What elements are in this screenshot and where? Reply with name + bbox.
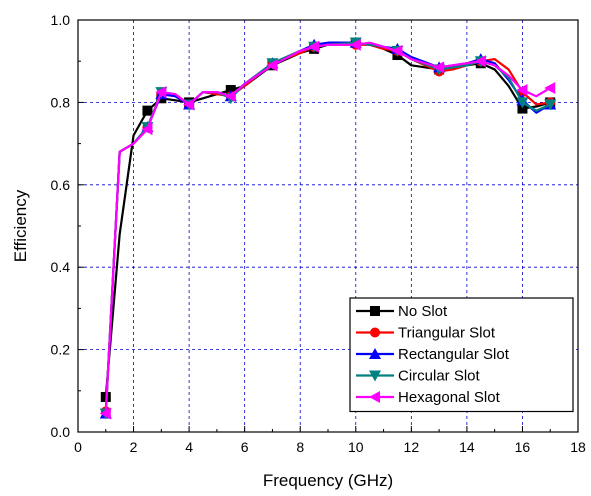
data-point-hexagonal-slot	[516, 84, 528, 97]
data-point-hexagonal-slot	[141, 123, 153, 136]
y-tick-label: 1.0	[51, 12, 71, 28]
x-tick-label: 14	[459, 439, 475, 455]
legend-label-circular-slot: Circular Slot	[398, 368, 481, 385]
data-point-hexagonal-slot	[99, 407, 111, 420]
x-tick-label: 2	[130, 439, 138, 455]
data-point-hexagonal-slot	[474, 55, 486, 68]
y-tick-label: 0.2	[51, 342, 71, 358]
legend-label-hexagonal-slot: Hexagonal Slot	[398, 389, 501, 406]
grid-lines	[78, 20, 578, 432]
legend-marker-circular-slot	[369, 370, 381, 382]
x-tick-label: 4	[185, 439, 193, 455]
axis-ticks: 0 2 4 6 8 10 12 14 16 18 0.0 0.2 0.4 0.6 0.8 1.0	[51, 12, 586, 455]
x-tick-label: 0	[74, 439, 82, 455]
y-tick-label: 0.8	[51, 94, 71, 110]
data-point-hexagonal-slot	[391, 44, 403, 57]
data-point-hexagonal-slot	[155, 86, 167, 99]
data-point-circular-slot	[516, 97, 529, 109]
legend-marker-hexagonal-slot	[369, 391, 380, 403]
x-tick-label: 10	[348, 439, 364, 455]
x-tick-label: 18	[570, 439, 586, 455]
legend-label-rectangular-slot: Rectangular Slot	[398, 346, 510, 363]
legend-marker-no-slot	[370, 306, 380, 316]
x-axis-title: Frequency (GHz)	[263, 471, 393, 490]
y-tick-label: 0.0	[51, 424, 71, 440]
x-tick-label: 8	[296, 439, 304, 455]
y-axis-title: Efficiency	[11, 189, 30, 262]
legend-marker-triangular-slot	[370, 327, 380, 338]
data-point-hexagonal-slot	[308, 40, 320, 53]
legend-label-triangular-slot: Triangular Slot	[398, 325, 496, 342]
y-tick-label: 0.4	[51, 259, 71, 275]
data-point-hexagonal-slot	[544, 81, 556, 94]
legend-marker-rectangular-slot	[369, 348, 381, 359]
series-hexagonal-slot	[99, 38, 556, 420]
data-point-no-slot	[517, 103, 528, 114]
y-tick-label: 0.6	[51, 177, 71, 193]
data-point-hexagonal-slot	[349, 38, 361, 51]
x-tick-label: 6	[241, 439, 249, 455]
data-point-hexagonal-slot	[266, 59, 278, 72]
data-point-no-slot	[225, 85, 236, 96]
data-point-no-slot	[142, 105, 153, 116]
data-point-hexagonal-slot	[224, 90, 236, 103]
data-point-hexagonal-slot	[433, 61, 445, 74]
legend-label-no-slot: No Slot	[398, 303, 448, 320]
plot-series	[99, 36, 557, 420]
data-point-hexagonal-slot	[183, 98, 195, 111]
x-tick-label: 16	[515, 439, 531, 455]
x-tick-label: 12	[404, 439, 420, 455]
data-point-circular-slot	[544, 99, 557, 111]
legend: No Slot Triangular Slot Rectangular Slot Ci…	[349, 297, 574, 413]
